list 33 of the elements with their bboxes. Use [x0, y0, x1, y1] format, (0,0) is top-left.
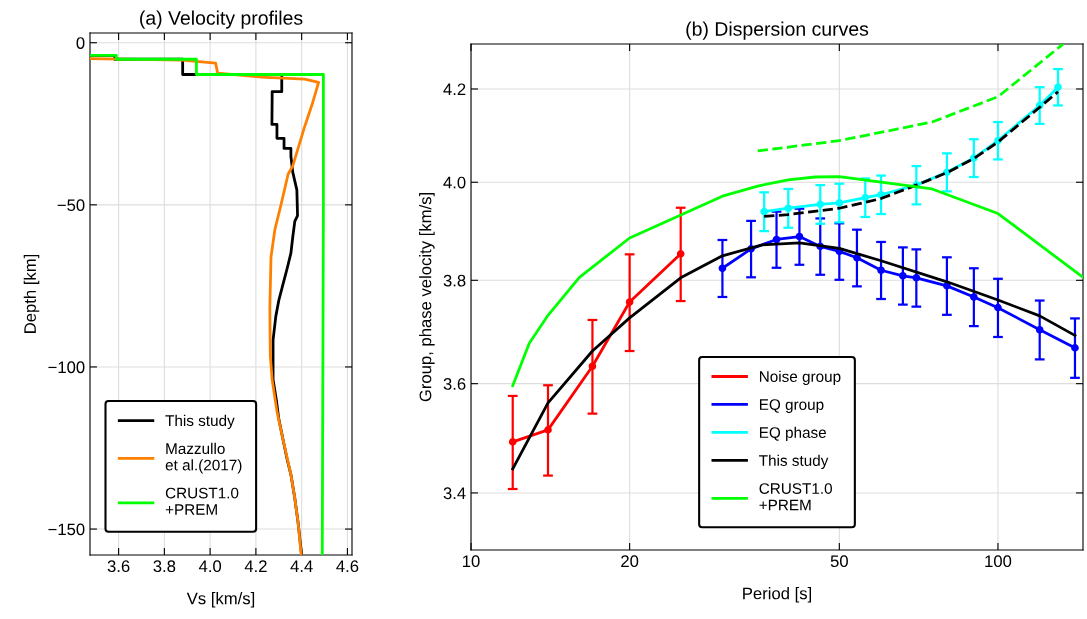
y-tick-label: −100	[48, 361, 85, 374]
y-tick-label: 0	[76, 37, 85, 49]
x-tick-label: 4.4	[290, 560, 313, 572]
legend-label: Noise group	[759, 370, 841, 386]
y-tick-label: −150	[48, 523, 85, 536]
x-tick-label: 10	[463, 555, 480, 568]
legend-label: EQ group	[759, 399, 824, 413]
y-tick-label: −50	[57, 199, 85, 212]
x-axis-title: Period [s]	[743, 587, 812, 603]
chart-title: (a) Velocity profiles	[140, 10, 303, 29]
y-tick-label: 3.4	[443, 487, 466, 500]
x-axis-title: Vs [km/s]	[186, 592, 255, 608]
y-axis-title: Group, phase velocity [km/s]	[419, 193, 435, 402]
x-tick-label: 20	[621, 555, 639, 568]
x-tick-label: 4.2	[244, 560, 267, 572]
legend-label: CRUST1.0 +PREM	[759, 483, 832, 511]
y-axis-title: Depth [km]	[23, 254, 40, 333]
y-tick-label: 4.2	[443, 83, 466, 96]
y-tick-label: 4.0	[443, 176, 466, 189]
legend-label: EQ phase	[759, 426, 826, 441]
x-tick-label: 100	[985, 555, 1012, 568]
legend-label: This study	[165, 414, 235, 430]
legend-label: CRUST1.0 +PREM	[165, 487, 239, 515]
x-tick-label: 4.6	[336, 560, 359, 573]
legend-label: Mazzullo et al.(2017)	[165, 442, 242, 474]
legend-label: This study	[759, 454, 829, 469]
x-tick-label: 3.8	[153, 560, 176, 573]
y-tick-label: 3.8	[443, 274, 466, 287]
y-tick-label: 3.6	[443, 378, 466, 390]
x-tick-label: 4.0	[198, 560, 222, 573]
x-tick-label: 50	[830, 555, 848, 568]
x-tick-label: 3.6	[107, 560, 130, 573]
chart-title: (b) Dispersion curves	[686, 21, 869, 40]
